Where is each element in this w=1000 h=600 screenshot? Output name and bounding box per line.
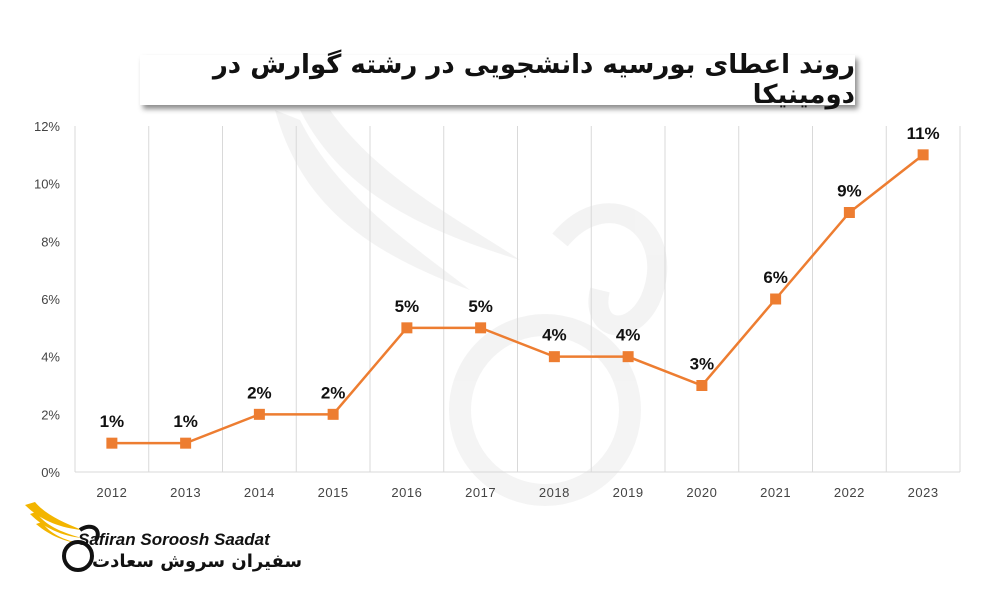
watermark-bird-icon (275, 110, 668, 506)
x-tick-label: 2018 (539, 485, 570, 500)
y-tick-label: 4% (41, 350, 60, 365)
y-tick-label: 2% (41, 407, 60, 422)
chart-title: روند اعطای بورسیه دانشجویی در رشته گوارش… (212, 50, 855, 110)
data-label: 5% (468, 297, 493, 316)
x-tick-label: 2020 (686, 485, 717, 500)
data-point-marker (770, 293, 782, 305)
y-tick-label: 0% (41, 465, 60, 480)
data-point-marker (622, 351, 634, 363)
data-label: 4% (542, 326, 567, 345)
data-label: 1% (100, 412, 125, 431)
data-label: 3% (690, 355, 715, 374)
data-label: 11% (907, 124, 940, 143)
data-point-marker (548, 351, 560, 363)
y-tick-label: 8% (41, 234, 60, 249)
series-line (111, 153, 924, 445)
x-tick-label: 2022 (834, 485, 865, 500)
data-point-marker (401, 322, 413, 334)
x-tick-label: 2023 (908, 485, 939, 500)
y-axis: 0% 2% 4% 6% 8% 10% 12% (34, 119, 60, 480)
data-label: 9% (837, 182, 862, 201)
data-point-marker (475, 322, 487, 334)
y-tick-label: 10% (34, 177, 60, 192)
data-label: 4% (616, 326, 641, 345)
y-tick-label: 12% (34, 119, 60, 134)
data-label: 2% (321, 383, 346, 402)
data-point-marker (917, 149, 929, 161)
company-logo-icon (25, 502, 100, 572)
x-tick-label: 2021 (760, 485, 791, 500)
chart-grid (74, 126, 961, 473)
x-tick-label: 2019 (613, 485, 644, 500)
x-tick-label: 2012 (96, 485, 127, 500)
data-label: 1% (173, 412, 198, 431)
data-point-marker (106, 437, 118, 449)
data-point-marker (327, 408, 339, 420)
x-tick-label: 2013 (170, 485, 201, 500)
x-tick-label: 2014 (244, 485, 275, 500)
x-tick-label: 2015 (318, 485, 349, 500)
data-label: 6% (763, 268, 788, 287)
logo-text-fa: سفیران سروش سعادت (92, 551, 303, 572)
chart-title-box: روند اعطای بورسیه دانشجویی در رشته گوارش… (140, 50, 855, 110)
data-point-marker (253, 408, 265, 420)
y-tick-label: 6% (41, 292, 60, 307)
x-tick-label: 2016 (391, 485, 422, 500)
data-labels: 1% 1% 2% 2% 5% 5% 4% 4% 3% 6% 9% 11% (100, 124, 940, 431)
x-axis: 2012 2013 2014 2015 2016 2017 2018 2019 2020 2021… (96, 485, 938, 500)
x-tick-label: 2017 (465, 485, 496, 500)
data-label: 5% (395, 297, 420, 316)
data-point-marker (696, 380, 708, 391)
data-point-marker (843, 207, 855, 218)
series-markers (106, 149, 929, 449)
data-label: 2% (247, 383, 272, 402)
logo-text-en: Safiran Soroosh Saadat (78, 530, 270, 549)
data-point-marker (180, 437, 192, 449)
